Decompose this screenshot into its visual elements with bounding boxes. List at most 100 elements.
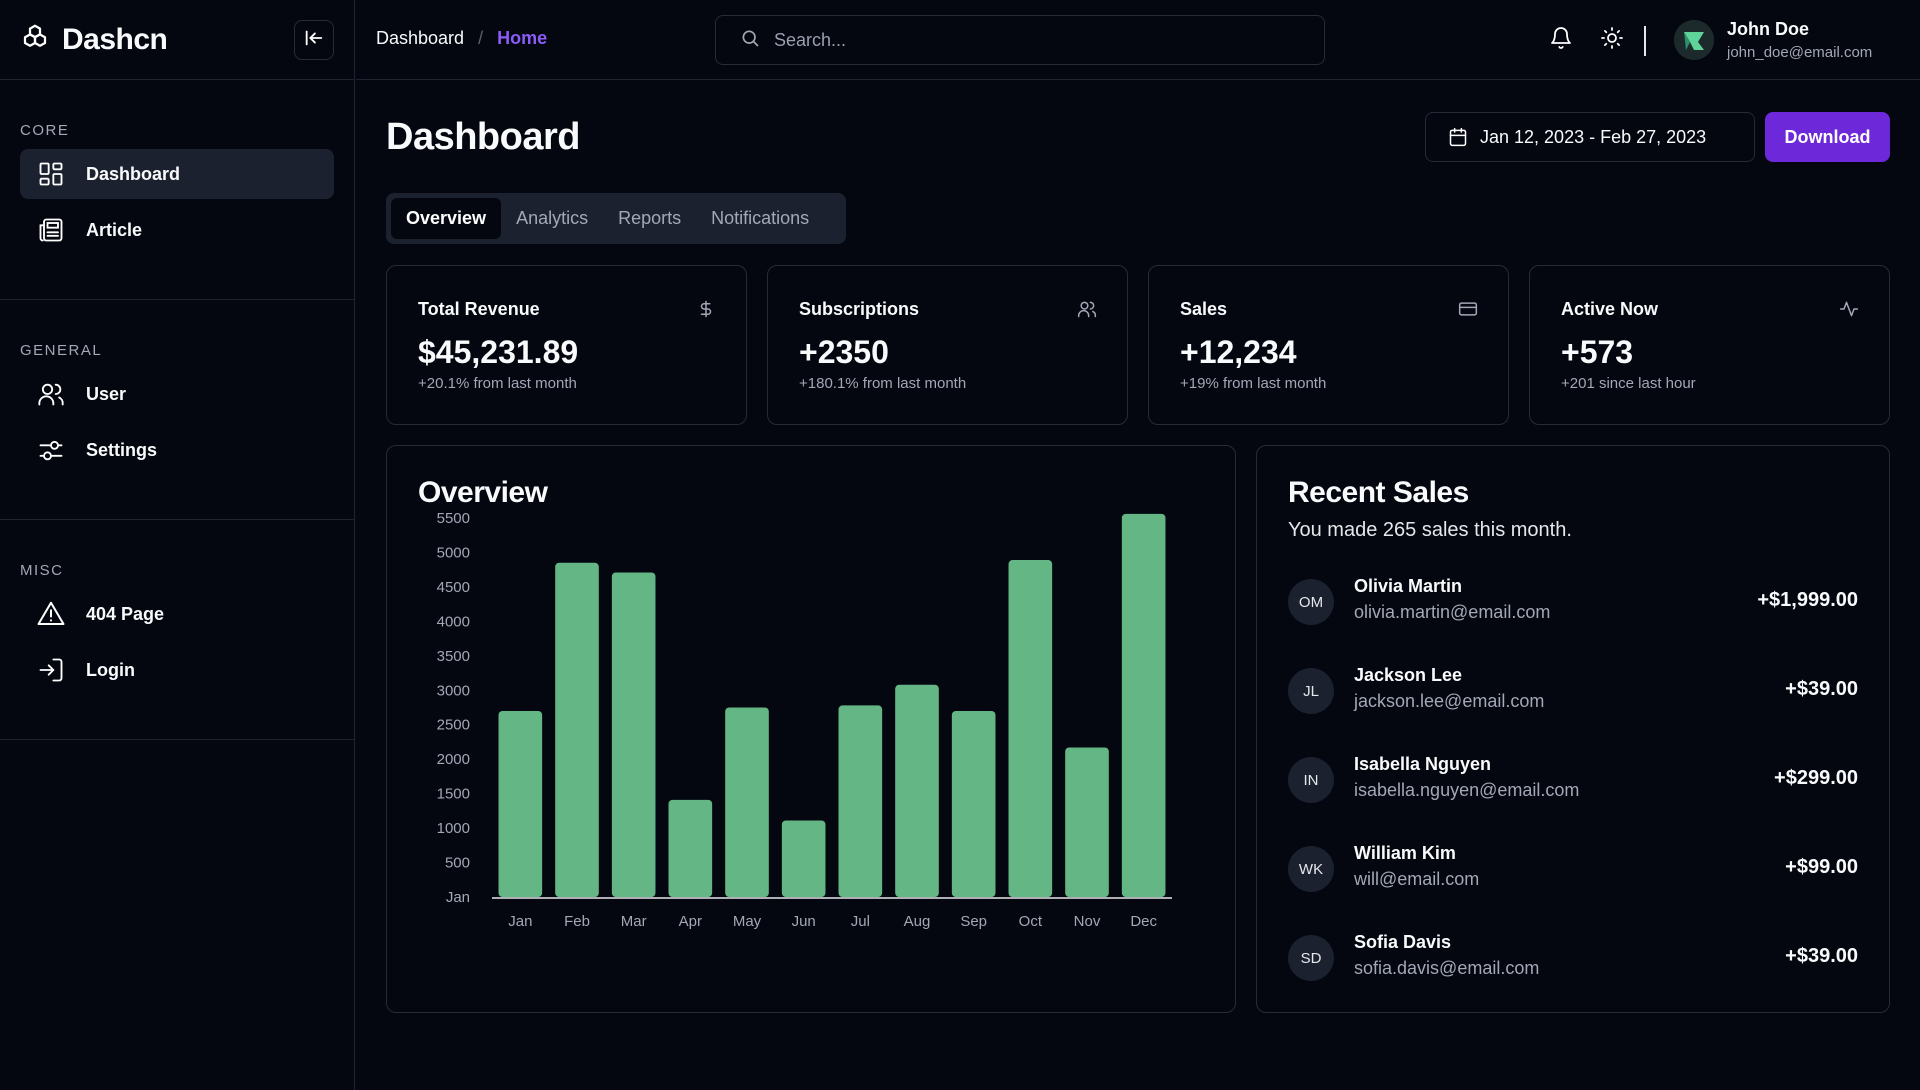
chart-bar-aug[interactable] <box>895 684 939 897</box>
x-tick-label: Sep <box>960 913 987 930</box>
sale-amount: +$1,999.00 <box>1757 589 1858 611</box>
avatar: JL <box>1288 668 1334 714</box>
sliders-icon <box>36 435 66 465</box>
sidebar: Dashcn CORE Dashboard <box>0 0 355 1090</box>
newspaper-icon <box>36 215 66 245</box>
sidebar-item-login[interactable]: Login <box>20 645 334 695</box>
x-tick-label: Jun <box>792 913 816 930</box>
avatar[interactable] <box>1674 20 1714 60</box>
y-tick-label: 2000 <box>437 751 470 768</box>
stat-title: Total Revenue <box>418 299 540 319</box>
collapse-left-icon <box>303 27 325 54</box>
sidebar-item-settings[interactable]: Settings <box>20 425 334 475</box>
breadcrumb: Dashboard / Home <box>376 28 547 49</box>
page-title: Dashboard <box>386 116 580 158</box>
sale-amount: +$99.00 <box>1785 856 1858 878</box>
tab-notifications[interactable]: Notifications <box>711 208 810 228</box>
sidebar-item-label: User <box>86 383 127 404</box>
sale-customer-name: Isabella Nguyen <box>1354 754 1492 774</box>
chart-bar-dec[interactable] <box>1121 513 1166 897</box>
x-tick-label: Mar <box>621 913 647 930</box>
y-tick-label: 3000 <box>437 682 470 699</box>
tab-overview[interactable]: Overview <box>391 198 502 239</box>
chart-bar-apr[interactable] <box>668 799 713 897</box>
chart-bar-mar[interactable] <box>611 572 656 897</box>
sidebar-section-core: CORE Dashboard Article <box>0 80 354 300</box>
list-item: JL Jackson Lee jackson.lee@email.com +$3… <box>1288 665 1858 715</box>
sidebar-item-404-page[interactable]: 404 Page <box>20 589 334 639</box>
search-box[interactable] <box>715 15 1325 65</box>
sidebar-item-user[interactable]: User <box>20 369 334 419</box>
list-item: OM Olivia Martin olivia.martin@email.com… <box>1288 576 1858 626</box>
sidebar-item-label: Login <box>86 659 135 680</box>
sidebar-item-dashboard[interactable]: Dashboard <box>20 149 334 199</box>
sale-customer-email: will@email.com <box>1354 869 1480 889</box>
y-tick-label: 4000 <box>437 613 470 630</box>
stat-title: Active Now <box>1561 299 1659 319</box>
section-title: MISC <box>20 562 64 579</box>
sale-customer-name: William Kim <box>1354 843 1456 863</box>
tab-list: Overview Analytics Reports Notifications <box>386 193 846 244</box>
sale-amount: +$39.00 <box>1785 678 1858 700</box>
y-tick-label: 5000 <box>437 544 470 561</box>
top-header: Dashboard / Home <box>356 0 1920 80</box>
sidebar-item-label: Article <box>86 219 143 240</box>
sidebar-item-label: Settings <box>86 439 158 460</box>
stat-card-active-now: Active Now +573 +201 since last hour <box>1529 265 1890 425</box>
sun-icon <box>1600 26 1624 55</box>
search-input[interactable] <box>774 29 1294 51</box>
chart-bar-feb[interactable] <box>555 562 599 897</box>
download-button[interactable]: Download <box>1765 112 1890 162</box>
recent-sales-card: Recent Sales You made 265 sales this mon… <box>1256 445 1890 1013</box>
dashboard-grid-icon <box>36 159 66 189</box>
x-tick-label: Apr <box>679 913 702 930</box>
chart-bar-nov[interactable] <box>1065 747 1109 897</box>
breadcrumb-root-link[interactable]: Dashboard <box>376 28 465 48</box>
tab-reports[interactable]: Reports <box>618 208 682 228</box>
chart-bar-sep[interactable] <box>951 710 996 897</box>
recent-sales-description: You made 265 sales this month. <box>1288 519 1572 541</box>
stat-title: Subscriptions <box>799 299 920 319</box>
y-tick-label: 5500 <box>437 510 470 527</box>
chart-bar-may[interactable] <box>725 707 769 898</box>
list-item: WK William Kim will@email.com +$99.00 <box>1288 843 1858 893</box>
x-tick-label: Dec <box>1130 913 1157 930</box>
date-range-picker[interactable]: Jan 12, 2023 - Feb 27, 2023 <box>1425 112 1755 162</box>
tab-analytics[interactable]: Analytics <box>516 208 589 228</box>
theme-toggle-button[interactable] <box>1598 26 1626 54</box>
x-tick-label: Jan <box>508 913 532 930</box>
section-title: GENERAL <box>20 342 103 359</box>
brand: Dashcn <box>0 0 354 80</box>
avatar: SD <box>1288 935 1334 981</box>
bell-icon <box>1549 26 1573 55</box>
list-item: SD Sofia Davis sofia.davis@email.com +$3… <box>1288 932 1858 982</box>
notifications-button[interactable] <box>1547 26 1575 54</box>
chart-bar-jul[interactable] <box>838 705 883 897</box>
y-tick-label: 1000 <box>437 820 470 837</box>
sidebar-item-article[interactable]: Article <box>20 205 334 255</box>
x-tick-label: Feb <box>564 913 590 930</box>
x-tick-label: Oct <box>1019 913 1043 930</box>
users-icon <box>1077 299 1097 319</box>
overview-title: Overview <box>418 476 548 509</box>
sale-customer-email: olivia.martin@email.com <box>1354 602 1551 622</box>
user-name: John Doe <box>1727 19 1810 39</box>
warning-triangle-icon <box>36 599 66 629</box>
brand-name: Dashcn <box>62 22 168 56</box>
y-tick-label: 500 <box>445 855 470 872</box>
collapse-sidebar-button[interactable] <box>294 20 334 60</box>
sidebar-section-general: GENERAL User Settings <box>0 300 354 520</box>
stat-card-total-revenue: Total Revenue $45,231.89 +20.1% from las… <box>386 265 747 425</box>
stat-subtext: +201 since last hour <box>1561 375 1696 392</box>
chart-bar-jan[interactable] <box>498 710 543 897</box>
y-tick-label: 4500 <box>437 579 470 596</box>
x-tick-label: Nov <box>1074 913 1101 930</box>
stat-card-subscriptions: Subscriptions +2350 +180.1% from last mo… <box>767 265 1128 425</box>
chart-bar-oct[interactable] <box>1008 560 1053 897</box>
sidebar-item-label: 404 Page <box>86 603 165 624</box>
date-range-label: Jan 12, 2023 - Feb 27, 2023 <box>1480 126 1707 147</box>
calendar-icon <box>1448 127 1468 147</box>
search-icon <box>740 28 760 53</box>
stat-value: +2350 <box>799 334 889 370</box>
chart-bar-jun[interactable] <box>781 820 826 897</box>
